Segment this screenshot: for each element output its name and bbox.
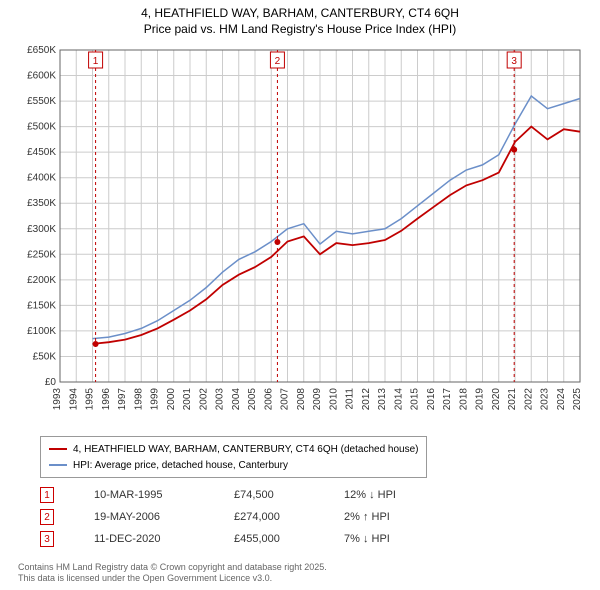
sale-marker-icon: 3 bbox=[40, 531, 54, 547]
svg-text:£550K: £550K bbox=[27, 96, 56, 107]
svg-text:2001: 2001 bbox=[182, 388, 193, 411]
legend-item: HPI: Average price, detached house, Cant… bbox=[49, 457, 418, 473]
svg-text:2023: 2023 bbox=[540, 388, 551, 411]
sale-marker-icon: 1 bbox=[40, 487, 54, 503]
sale-delta: 12% ↓ HPI bbox=[344, 489, 424, 501]
svg-text:£500K: £500K bbox=[27, 122, 56, 133]
svg-text:£400K: £400K bbox=[27, 173, 56, 184]
table-row: 1 10-MAR-1995 £74,500 12% ↓ HPI bbox=[40, 484, 424, 506]
sale-date: 10-MAR-1995 bbox=[94, 489, 194, 501]
svg-text:1: 1 bbox=[93, 56, 99, 67]
legend-swatch bbox=[49, 448, 67, 450]
svg-text:2007: 2007 bbox=[280, 388, 291, 411]
svg-text:2018: 2018 bbox=[458, 388, 469, 411]
title-line-1: 4, HEATHFIELD WAY, BARHAM, CANTERBURY, C… bbox=[0, 6, 600, 22]
svg-text:2009: 2009 bbox=[312, 388, 323, 411]
svg-text:2021: 2021 bbox=[507, 388, 518, 411]
svg-text:2010: 2010 bbox=[328, 388, 339, 411]
svg-text:1993: 1993 bbox=[52, 388, 63, 411]
sale-marker-icon: 2 bbox=[40, 509, 54, 525]
table-row: 3 11-DEC-2020 £455,000 7% ↓ HPI bbox=[40, 528, 424, 550]
footer-line-2: This data is licensed under the Open Gov… bbox=[18, 573, 327, 584]
legend-swatch bbox=[49, 464, 67, 466]
title-line-2: Price paid vs. HM Land Registry's House … bbox=[0, 22, 600, 38]
sale-date: 11-DEC-2020 bbox=[94, 533, 194, 545]
svg-text:£0: £0 bbox=[45, 377, 57, 388]
svg-text:3: 3 bbox=[511, 56, 517, 67]
svg-text:2: 2 bbox=[275, 56, 281, 67]
sale-delta: 7% ↓ HPI bbox=[344, 533, 424, 545]
svg-text:2017: 2017 bbox=[442, 388, 453, 411]
svg-text:1996: 1996 bbox=[101, 388, 112, 411]
table-row: 2 19-MAY-2006 £274,000 2% ↑ HPI bbox=[40, 506, 424, 528]
svg-text:2004: 2004 bbox=[231, 388, 242, 411]
svg-text:1997: 1997 bbox=[117, 388, 128, 411]
svg-text:2015: 2015 bbox=[410, 388, 421, 411]
svg-text:2013: 2013 bbox=[377, 388, 388, 411]
legend: 4, HEATHFIELD WAY, BARHAM, CANTERBURY, C… bbox=[40, 436, 427, 478]
svg-text:2019: 2019 bbox=[475, 388, 486, 411]
svg-text:£350K: £350K bbox=[27, 198, 56, 209]
svg-text:2002: 2002 bbox=[198, 388, 209, 411]
svg-text:£250K: £250K bbox=[27, 249, 56, 260]
svg-text:2025: 2025 bbox=[572, 388, 583, 411]
svg-text:1999: 1999 bbox=[150, 388, 161, 411]
svg-text:2005: 2005 bbox=[247, 388, 258, 411]
svg-text:1994: 1994 bbox=[68, 388, 79, 411]
svg-text:£50K: £50K bbox=[33, 351, 57, 362]
sale-price: £274,000 bbox=[234, 511, 304, 523]
svg-text:£100K: £100K bbox=[27, 326, 56, 337]
legend-item: 4, HEATHFIELD WAY, BARHAM, CANTERBURY, C… bbox=[49, 441, 418, 457]
svg-text:2000: 2000 bbox=[166, 388, 177, 411]
sale-price: £74,500 bbox=[234, 489, 304, 501]
svg-text:2012: 2012 bbox=[361, 388, 372, 411]
svg-text:2020: 2020 bbox=[491, 388, 502, 411]
legend-label: HPI: Average price, detached house, Cant… bbox=[73, 460, 288, 471]
footer-line-1: Contains HM Land Registry data © Crown c… bbox=[18, 562, 327, 573]
svg-text:2016: 2016 bbox=[426, 388, 437, 411]
svg-text:2022: 2022 bbox=[523, 388, 534, 411]
svg-text:1995: 1995 bbox=[85, 388, 96, 411]
chart-container: 4, HEATHFIELD WAY, BARHAM, CANTERBURY, C… bbox=[0, 0, 600, 590]
legend-label: 4, HEATHFIELD WAY, BARHAM, CANTERBURY, C… bbox=[73, 444, 418, 455]
sale-delta: 2% ↑ HPI bbox=[344, 511, 424, 523]
svg-text:2011: 2011 bbox=[345, 388, 356, 410]
svg-text:£150K: £150K bbox=[27, 300, 56, 311]
svg-text:2024: 2024 bbox=[556, 388, 567, 411]
line-chart: £0 £50K £100K £150K £200K £250K £300K £350K £400… bbox=[18, 44, 588, 424]
svg-text:2003: 2003 bbox=[215, 388, 226, 411]
svg-text:2014: 2014 bbox=[393, 388, 404, 411]
svg-text:£650K: £650K bbox=[27, 45, 56, 56]
chart-title: 4, HEATHFIELD WAY, BARHAM, CANTERBURY, C… bbox=[0, 0, 600, 37]
svg-text:£300K: £300K bbox=[27, 224, 56, 235]
svg-text:1998: 1998 bbox=[133, 388, 144, 411]
footer-attribution: Contains HM Land Registry data © Crown c… bbox=[18, 562, 327, 584]
svg-text:£450K: £450K bbox=[27, 147, 56, 158]
svg-text:£200K: £200K bbox=[27, 275, 56, 286]
svg-text:£600K: £600K bbox=[27, 71, 56, 82]
svg-text:2006: 2006 bbox=[263, 388, 274, 411]
svg-text:2008: 2008 bbox=[296, 388, 307, 411]
sales-table: 1 10-MAR-1995 £74,500 12% ↓ HPI 2 19-MAY… bbox=[40, 484, 424, 550]
sale-date: 19-MAY-2006 bbox=[94, 511, 194, 523]
sale-price: £455,000 bbox=[234, 533, 304, 545]
